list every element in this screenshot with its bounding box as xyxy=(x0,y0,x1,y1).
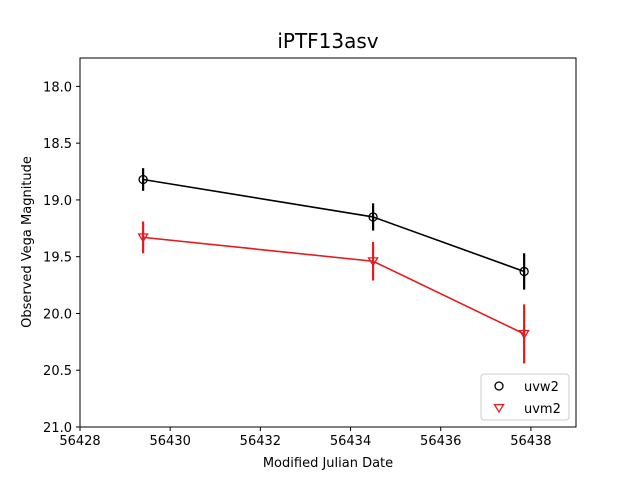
legend-marker-uvm2 xyxy=(493,403,505,414)
axis-ticks: 56428 56430 56432 56434 56436 56438 18.0 18.5 19… xyxy=(43,80,552,449)
y-tick-label: 18.5 xyxy=(43,137,72,152)
series-line xyxy=(143,236,525,335)
y-tick-label: 20.5 xyxy=(43,364,72,379)
series-uvm2 xyxy=(137,221,530,364)
data-point xyxy=(137,233,149,243)
x-axis-label: Modified Julian Date xyxy=(263,456,393,471)
x-tick-label: 56430 xyxy=(150,434,191,449)
legend: uvw2 uvm2 xyxy=(480,373,570,421)
data-point xyxy=(518,329,530,340)
y-axis-label: Observed Vega Magnitude xyxy=(20,156,35,328)
x-tick-label: 56428 xyxy=(59,434,100,449)
y-tick-label: 19.0 xyxy=(43,194,72,209)
data-point xyxy=(519,266,529,277)
data-point xyxy=(138,174,148,185)
y-tick-label: 20.0 xyxy=(43,307,72,322)
data-point xyxy=(368,212,378,222)
y-tick-label: 18.0 xyxy=(43,80,72,95)
x-tick-label: 56434 xyxy=(330,434,371,449)
y-tick-label: 19.5 xyxy=(43,251,72,266)
plot-area xyxy=(79,57,577,428)
series-uvw2 xyxy=(138,168,529,290)
y-tick-label: 21.0 xyxy=(43,421,72,436)
data-series xyxy=(137,168,530,364)
legend-label-uvm2: uvm2 xyxy=(524,402,561,417)
x-tick-label: 56438 xyxy=(510,434,551,449)
x-tick-label: 56436 xyxy=(420,434,461,449)
legend-label-uvw2: uvw2 xyxy=(524,380,559,395)
x-tick-label: 56432 xyxy=(240,434,281,449)
legend-marker-uvw2 xyxy=(494,381,504,391)
chart-title: iPTF13asv xyxy=(277,29,378,53)
data-point xyxy=(367,257,379,267)
